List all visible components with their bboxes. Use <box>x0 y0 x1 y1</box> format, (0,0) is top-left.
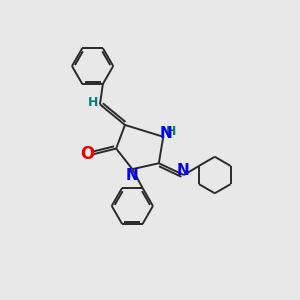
Text: H: H <box>165 125 176 138</box>
Text: N: N <box>160 126 172 141</box>
Text: N: N <box>177 163 190 178</box>
Text: H: H <box>88 96 99 110</box>
Text: O: O <box>80 146 94 164</box>
Text: N: N <box>125 168 138 183</box>
